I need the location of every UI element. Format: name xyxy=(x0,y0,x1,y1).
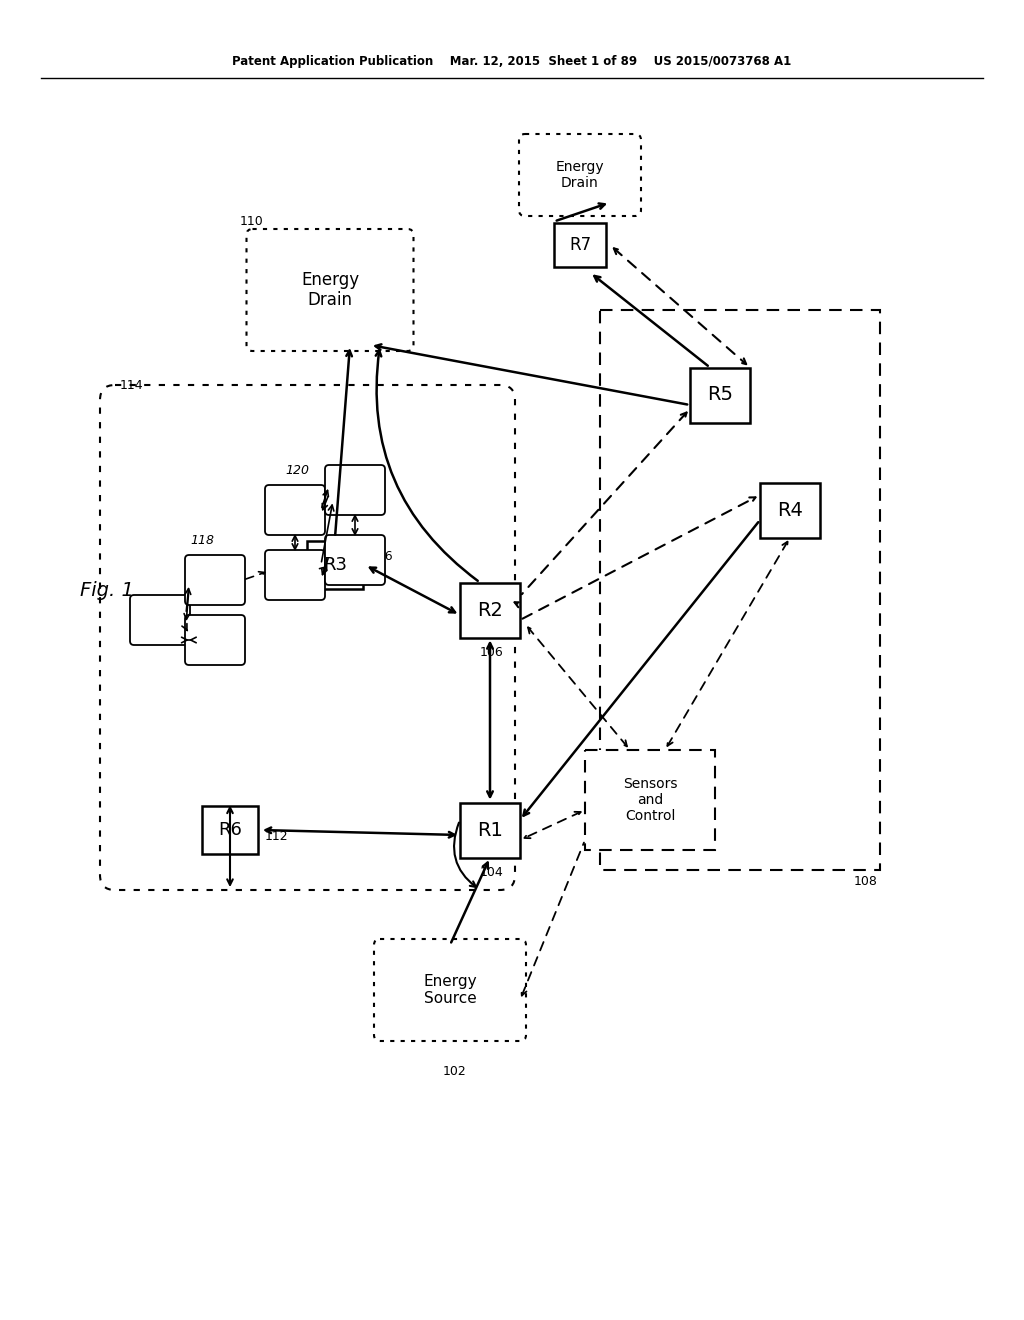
Bar xyxy=(760,483,820,537)
FancyBboxPatch shape xyxy=(325,535,385,585)
Bar xyxy=(554,223,606,267)
Text: 110: 110 xyxy=(240,215,264,228)
FancyBboxPatch shape xyxy=(130,595,190,645)
FancyBboxPatch shape xyxy=(325,465,385,515)
Text: Energy
Drain: Energy Drain xyxy=(301,271,359,309)
Bar xyxy=(203,805,258,854)
Text: R4: R4 xyxy=(777,500,803,520)
Text: R5: R5 xyxy=(707,385,733,404)
Text: Energy
Source: Energy Source xyxy=(423,974,477,1006)
Text: 116: 116 xyxy=(370,550,393,564)
Text: Energy
Drain: Energy Drain xyxy=(556,160,604,190)
FancyBboxPatch shape xyxy=(185,615,245,665)
Text: 104: 104 xyxy=(480,866,504,879)
Text: 114: 114 xyxy=(120,379,143,392)
FancyBboxPatch shape xyxy=(519,135,641,216)
Text: 112: 112 xyxy=(265,829,289,842)
FancyBboxPatch shape xyxy=(247,228,414,351)
FancyBboxPatch shape xyxy=(265,550,325,601)
Bar xyxy=(600,310,880,870)
Text: R6: R6 xyxy=(218,821,242,840)
Bar xyxy=(690,367,750,422)
FancyBboxPatch shape xyxy=(374,939,526,1041)
Bar xyxy=(585,750,715,850)
Text: R3: R3 xyxy=(323,556,347,574)
Text: R2: R2 xyxy=(477,601,503,619)
Bar xyxy=(460,582,520,638)
Text: Patent Application Publication    Mar. 12, 2015  Sheet 1 of 89    US 2015/007376: Patent Application Publication Mar. 12, … xyxy=(232,55,792,69)
Text: R7: R7 xyxy=(569,236,591,253)
FancyBboxPatch shape xyxy=(100,385,515,890)
Text: 106: 106 xyxy=(480,645,504,659)
Text: 120: 120 xyxy=(285,465,309,477)
Text: R1: R1 xyxy=(477,821,503,840)
Text: 118: 118 xyxy=(190,535,214,546)
Text: Fig. 1: Fig. 1 xyxy=(80,581,134,599)
Bar xyxy=(307,541,362,589)
FancyBboxPatch shape xyxy=(265,484,325,535)
Text: Sensors
and
Control: Sensors and Control xyxy=(623,776,677,824)
FancyBboxPatch shape xyxy=(185,554,245,605)
Bar xyxy=(460,803,520,858)
Text: 102: 102 xyxy=(443,1065,467,1078)
Text: 108: 108 xyxy=(854,875,878,888)
